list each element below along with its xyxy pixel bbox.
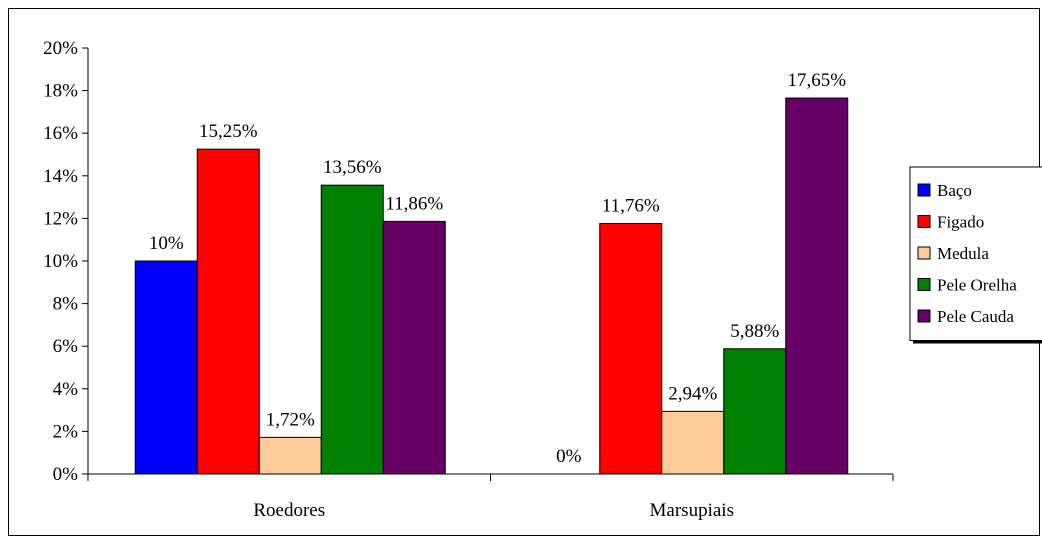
y-tick-label: 10% bbox=[43, 251, 78, 272]
y-tick-label: 8% bbox=[53, 294, 79, 315]
y-tick-label: 0% bbox=[53, 464, 79, 485]
legend: Baço Figado Medula Pele Orelha Pele Cauda bbox=[909, 166, 1042, 344]
legend-swatch bbox=[917, 183, 931, 197]
data-label: 15,25% bbox=[199, 121, 258, 142]
data-label: 11,76% bbox=[602, 196, 660, 217]
data-labels: 10% 15,25% 1,72% 13,56%11,86% 0% 11,76% 2,94% 5… bbox=[149, 70, 846, 467]
data-label: 1,72% bbox=[266, 409, 315, 430]
bar-pele-cauda bbox=[785, 97, 849, 475]
bar-pele-cauda bbox=[382, 220, 446, 475]
y-tick-label: 18% bbox=[43, 81, 78, 102]
bars bbox=[134, 97, 849, 475]
bar-figado bbox=[599, 223, 663, 475]
y-axis: 0% 2% 4% 6% 8% 10% 12% 14% 16% 18% 20% bbox=[43, 38, 89, 485]
y-tick-label: 12% bbox=[43, 208, 78, 229]
legend-label: Pele Cauda bbox=[937, 307, 1014, 326]
bar-figado bbox=[196, 148, 260, 475]
data-label: 5,88% bbox=[730, 321, 779, 342]
legend-label: Medula bbox=[937, 244, 989, 263]
x-axis: Roedores Marsupiais bbox=[87, 473, 894, 521]
data-label: 10% bbox=[149, 233, 184, 254]
data-label: 2,94% bbox=[668, 383, 717, 404]
y-tick-label: 6% bbox=[53, 336, 79, 357]
y-tick-label: 16% bbox=[43, 123, 78, 144]
legend-label: Figado bbox=[937, 213, 984, 232]
y-tick-label: 20% bbox=[43, 38, 78, 59]
bar-medula bbox=[258, 436, 322, 475]
data-label: 11,86% bbox=[385, 193, 443, 214]
y-tick-label: 2% bbox=[53, 421, 79, 442]
legend-swatch bbox=[917, 278, 931, 291]
y-tick-label: 14% bbox=[43, 166, 78, 187]
x-category-label: Marsupiais bbox=[650, 500, 734, 521]
data-label: 17,65% bbox=[787, 70, 846, 91]
legend-label: Baço bbox=[937, 181, 972, 200]
data-label: 13,56% bbox=[323, 157, 382, 178]
bar-baço bbox=[134, 260, 198, 475]
legend-swatch bbox=[917, 215, 931, 228]
legend-label: Pele Orelha bbox=[937, 276, 1017, 295]
legend-box bbox=[909, 166, 1042, 341]
bar-medula bbox=[661, 410, 725, 475]
data-label: 0% bbox=[556, 446, 582, 467]
legend-swatch bbox=[917, 309, 931, 323]
bar-pele-orelha bbox=[320, 184, 384, 475]
x-category-label: Roedores bbox=[253, 500, 325, 521]
bar-pele-orelha bbox=[723, 348, 787, 475]
legend-swatch bbox=[917, 246, 931, 260]
y-tick-label: 4% bbox=[53, 379, 79, 400]
